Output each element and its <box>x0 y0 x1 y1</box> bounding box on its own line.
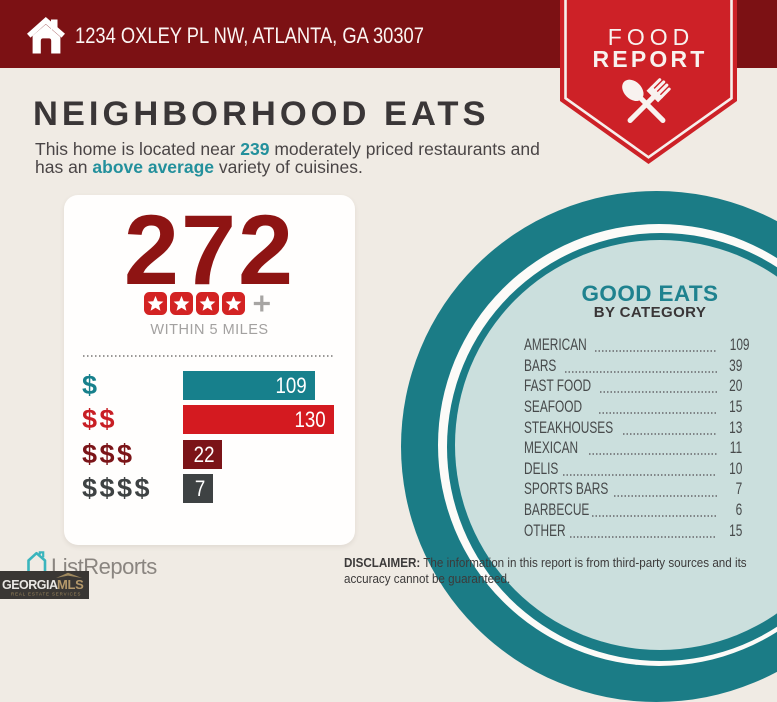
svg-text:REPORT: REPORT <box>592 46 707 72</box>
svg-text:MLS: MLS <box>57 577 84 592</box>
svg-text:REAL ESTATE SERVICES: REAL ESTATE SERVICES <box>11 592 81 597</box>
svg-text:GEORGIA: GEORGIA <box>2 578 58 592</box>
svg-text:FOOD: FOOD <box>608 24 694 50</box>
